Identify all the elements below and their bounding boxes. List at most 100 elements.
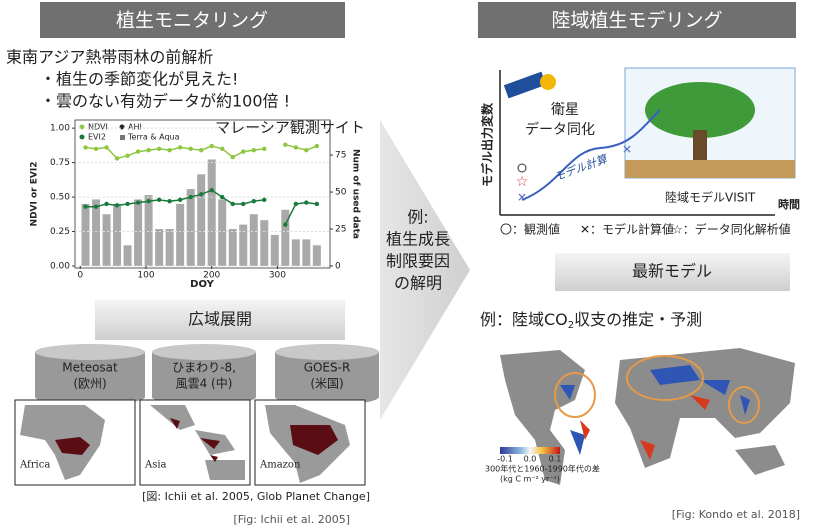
analysis-marker: ☆ (516, 174, 529, 190)
satellite-name: ひまわり-8, (172, 361, 236, 375)
cylinder-top (152, 344, 256, 360)
count-bar (302, 239, 310, 266)
model-marker: ✕ (517, 191, 527, 205)
x-tick-label: 0 (77, 271, 83, 281)
count-bar (313, 245, 321, 266)
satellite-region: (欧州) (73, 377, 106, 391)
ndvi-point (83, 145, 87, 149)
model-marker: ✕ (622, 143, 632, 157)
diagram-text: 衛星 (551, 102, 579, 118)
satellite-region: 風雲4 (中) (176, 376, 233, 391)
evi2-point (252, 199, 256, 203)
evi2-point (94, 205, 98, 209)
count-bar (208, 160, 216, 267)
evi2-point (167, 199, 171, 203)
text-line: ・植生の季節変化が見えた! (40, 70, 238, 89)
count-bar (250, 214, 258, 266)
text-line: 東南アジア熱帯雨林の前解析 (6, 48, 213, 67)
evi2-point (220, 195, 224, 199)
map-label: Asia (144, 460, 167, 471)
slide: 植生モニタリング 陸域植生モデリング 東南アジア熱帯雨林の前解析 ・植生の季節変… (0, 0, 814, 530)
y-tick-label: 1.00 (50, 124, 70, 134)
legend-label: AHI (128, 123, 142, 132)
count-bar (229, 229, 237, 266)
count-bar (124, 245, 132, 266)
x-tick-label: 200 (203, 271, 220, 281)
ndvi-point (146, 148, 150, 152)
satellite-region: (米国) (310, 377, 343, 391)
diagram-x-label: 時間 (778, 197, 800, 211)
ndvi-point (94, 147, 98, 151)
diagram-text: 陸域モデルVISIT (665, 190, 756, 205)
satellite-icon (540, 74, 556, 90)
count-bar (218, 199, 226, 266)
satellite-cylinders (35, 344, 379, 405)
count-bar (176, 204, 184, 266)
y-tick-label: 0.75 (50, 158, 70, 168)
count-bar (197, 174, 205, 266)
colorbar-label: 300年代と1960-1990年代の差 (485, 464, 600, 474)
x-axis-label: DOY (190, 279, 214, 290)
evi2-point (188, 195, 192, 199)
map-label: Africa (19, 460, 50, 471)
ndvi-figure: マレーシア観測サイト DOY NDVI or EVI2 Num of used … (30, 119, 365, 291)
arrow-text: 例: (407, 208, 428, 227)
section-label: 広域展開 (188, 310, 252, 329)
evi2-point (115, 203, 119, 207)
ndvi-point (104, 145, 108, 149)
evi2-point (146, 199, 150, 203)
diagram-legend: ✕：モデル計算値 (580, 222, 674, 237)
satellite-icon (504, 72, 546, 99)
left-header: 植生モニタリング (116, 10, 268, 32)
evi2-point (199, 192, 203, 196)
legend-label: Terra & Aqua (127, 133, 180, 142)
ndvi-point (136, 149, 140, 153)
diagram-text: モデル計算 (553, 152, 611, 184)
figure-credit: [Fig: Kondo et al. 2018] (672, 508, 800, 521)
diagram-text: データ同化 (525, 121, 595, 138)
cylinder-top (275, 344, 379, 360)
arrow-text: 植生成長 (386, 230, 450, 249)
ndvi-point (315, 144, 319, 148)
evi2-point (315, 202, 319, 206)
ndvi-point (178, 145, 182, 149)
evi2-point (157, 198, 161, 202)
evi2-point (294, 202, 298, 206)
y-axis-label: NDVI or EVI2 (30, 162, 40, 227)
count-bar (155, 229, 163, 266)
ndvi-point (262, 147, 266, 151)
section-label: 最新モデル (632, 262, 712, 281)
evi2-point (241, 202, 245, 206)
ndvi-point (157, 147, 161, 151)
evi2-point (210, 188, 214, 192)
evi2-point (304, 200, 308, 204)
citation: [図: Ichii et al. 2005, Glob Planet Chang… (142, 490, 370, 503)
diagram-legend: 〇：観測値 (500, 222, 560, 237)
y-tick-label: 0.50 (50, 193, 70, 203)
colorbar-tick: 0.0 (524, 455, 537, 464)
ndvi-point (125, 154, 129, 158)
ndvi-point (304, 148, 308, 152)
y2-tick-label: 75 (335, 151, 346, 161)
legend-marker (80, 125, 85, 130)
ndvi-point (188, 147, 192, 151)
ndvi-point (294, 145, 298, 149)
count-bar (92, 199, 100, 266)
soil (625, 160, 795, 178)
colorbar-tick: 0.1 (549, 455, 562, 464)
count-bar (113, 204, 121, 266)
legend-marker (120, 135, 125, 140)
ndvi-point (231, 155, 235, 159)
text-line: ・雲のない有効データが約100倍 ! (40, 92, 290, 111)
y2-axis-label: Num of used data (351, 149, 361, 239)
y2-tick-label: 25 (335, 225, 346, 235)
colorbar (500, 447, 560, 454)
tree-crown (645, 82, 755, 138)
x-tick-label: 100 (137, 271, 154, 281)
colorbar-unit: (kg C m⁻² yr⁻¹) (500, 475, 560, 484)
colorbar-tick: -0.1 (497, 455, 513, 464)
legend-marker (80, 135, 85, 140)
y2-tick-label: 0 (335, 262, 341, 272)
x-tick-label: 300 (269, 271, 286, 281)
evi2-point (104, 202, 108, 206)
